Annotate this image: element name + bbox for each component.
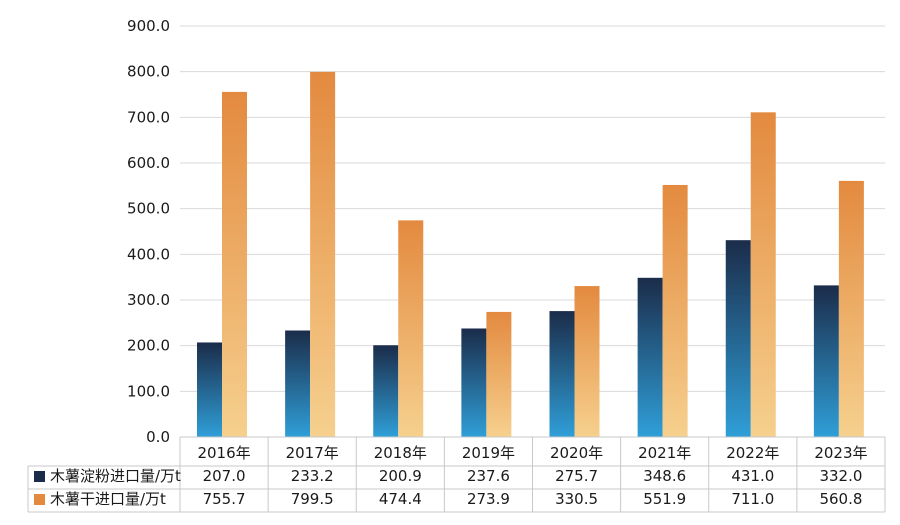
- bar-series0-6: [725, 240, 751, 437]
- data-cell: 711.0: [731, 490, 774, 508]
- bar-series0-0: [197, 342, 222, 437]
- category-label: 2022年: [726, 444, 779, 462]
- y-tick-label: 800.0: [127, 63, 170, 81]
- bar-series0-2: [373, 345, 399, 437]
- data-cell: 560.8: [819, 490, 862, 508]
- y-tick-label: 0.0: [146, 428, 170, 446]
- bar-series1-7: [838, 180, 864, 437]
- bar-series1-1: [310, 71, 336, 438]
- data-cell: 551.9: [643, 490, 686, 508]
- bar-series0-5: [637, 277, 663, 437]
- bar-series1-6: [750, 112, 776, 437]
- legend-swatch-series1: [34, 494, 45, 505]
- category-label: 2018年: [374, 444, 427, 462]
- data-cell: 474.4: [379, 490, 422, 508]
- data-cell: 431.0: [731, 467, 774, 485]
- data-cell: 330.5: [555, 490, 598, 508]
- bar-series0-1: [285, 330, 311, 437]
- category-label: 2019年: [462, 444, 515, 462]
- data-cell: 799.5: [291, 490, 334, 508]
- y-tick-label: 600.0: [127, 154, 170, 172]
- legend-swatch-series0: [34, 471, 45, 482]
- bar-series1-5: [662, 184, 688, 437]
- legend-label-series1: 木薯干进口量/万t: [50, 490, 166, 508]
- legend-label-series0: 木薯淀粉进口量/万t: [50, 467, 181, 485]
- bar-series1-2: [398, 220, 424, 437]
- bar-series0-4: [549, 311, 575, 437]
- y-tick-label: 400.0: [127, 245, 170, 263]
- bar-series1-4: [574, 286, 600, 437]
- y-tick-label: 700.0: [127, 108, 170, 126]
- data-cell: 237.6: [467, 467, 510, 485]
- bar-series1-0: [222, 91, 247, 437]
- y-tick-label: 100.0: [127, 382, 170, 400]
- category-label: 2017年: [286, 444, 339, 462]
- data-table: 2016年 2017年 2018年 2019年 2020年 2021年 2022年 2023年…: [27, 436, 886, 513]
- data-cell: 200.9: [379, 467, 422, 485]
- category-label: 2021年: [638, 444, 691, 462]
- bars: [197, 71, 864, 438]
- data-cell: 755.7: [203, 490, 246, 508]
- y-tick-label: 300.0: [127, 291, 170, 309]
- bar-series0-3: [461, 328, 487, 437]
- category-label: 2016年: [197, 444, 250, 462]
- y-tick-label: 200.0: [127, 337, 170, 355]
- y-axis: 0.0 100.0 200.0 300.0 400.0 500.0 600.0 700.0 80…: [127, 17, 170, 446]
- y-tick-label: 900.0: [127, 17, 170, 35]
- data-cell: 207.0: [203, 467, 246, 485]
- data-cell: 348.6: [643, 467, 686, 485]
- category-label: 2023年: [814, 444, 867, 462]
- data-cell: 273.9: [467, 490, 510, 508]
- category-label: 2020年: [550, 444, 603, 462]
- y-tick-label: 500.0: [127, 200, 170, 218]
- bar-series1-3: [486, 311, 512, 437]
- data-cell: 233.2: [291, 467, 334, 485]
- data-cell: 332.0: [819, 467, 862, 485]
- data-cell: 275.7: [555, 467, 598, 485]
- bar-series0-7: [813, 285, 839, 437]
